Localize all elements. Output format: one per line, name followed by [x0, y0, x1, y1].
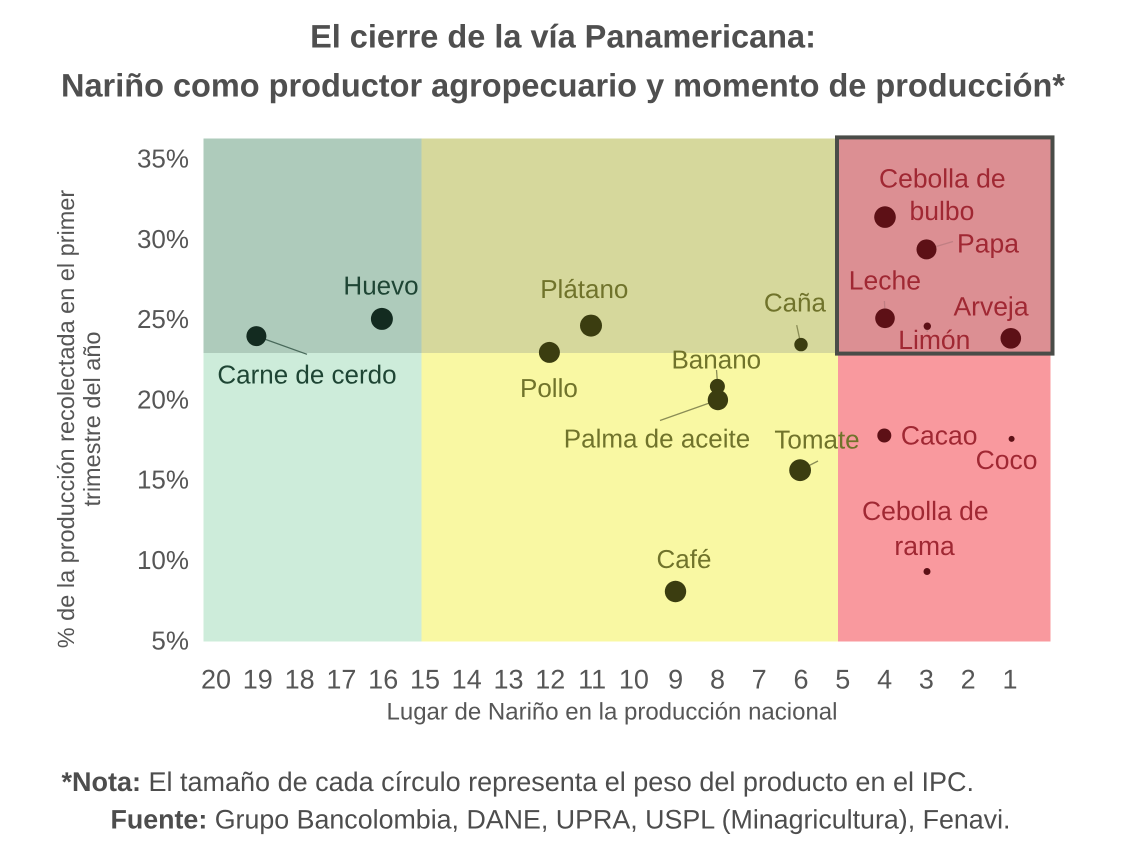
svg-text:20: 20	[201, 665, 231, 695]
svg-text:4: 4	[877, 665, 892, 695]
svg-text:15: 15	[410, 665, 440, 695]
svg-text:rama: rama	[894, 531, 955, 561]
svg-text:bulbo: bulbo	[909, 196, 974, 226]
svg-text:Cacao: Cacao	[901, 420, 978, 450]
svg-text:15%: 15%	[137, 465, 189, 495]
svg-text:trimestre del año: trimestre del año	[79, 331, 105, 506]
svg-text:Plátano: Plátano	[540, 274, 628, 304]
svg-text:20%: 20%	[137, 384, 189, 414]
svg-text:Limón: Limón	[898, 325, 970, 355]
svg-text:3: 3	[919, 665, 934, 695]
svg-text:Carne de cerdo: Carne de cerdo	[217, 359, 396, 389]
svg-text:Cebolla de: Cebolla de	[879, 164, 1006, 194]
svg-text:Banano: Banano	[671, 344, 761, 374]
svg-text:13: 13	[493, 665, 523, 695]
svg-text:2: 2	[961, 665, 976, 695]
svg-text:Papa: Papa	[957, 229, 1019, 259]
svg-text:Caña: Caña	[764, 288, 827, 318]
svg-text:Palma de aceite: Palma de aceite	[564, 424, 750, 454]
svg-text:30%: 30%	[137, 224, 189, 254]
svg-text:19: 19	[243, 665, 273, 695]
svg-text:17: 17	[326, 665, 356, 695]
svg-text:10%: 10%	[137, 545, 189, 575]
svg-text:10: 10	[619, 665, 649, 695]
svg-text:% de la producción recolectada: % de la producción recolectada en el pri…	[53, 190, 79, 649]
svg-text:5: 5	[835, 665, 850, 695]
svg-text:8: 8	[710, 665, 725, 695]
svg-text:Lugar de Nariño en la producci: Lugar de Nariño en la producción naciona…	[387, 699, 838, 726]
svg-text:11: 11	[578, 665, 606, 695]
svg-text:Leche: Leche	[849, 266, 921, 296]
svg-text:12: 12	[535, 665, 565, 695]
svg-text:Cebolla de: Cebolla de	[862, 496, 989, 526]
svg-text:6: 6	[793, 665, 808, 695]
svg-text:Pollo: Pollo	[520, 373, 578, 403]
svg-text:35%: 35%	[137, 144, 189, 174]
svg-text:18: 18	[285, 665, 315, 695]
svg-text:7: 7	[752, 665, 767, 695]
svg-text:5%: 5%	[151, 625, 189, 655]
svg-text:1: 1	[1002, 665, 1017, 695]
svg-text:25%: 25%	[137, 304, 189, 334]
svg-text:Tomate: Tomate	[774, 425, 859, 455]
svg-text:16: 16	[368, 665, 398, 695]
svg-text:Fuente: Grupo Bancolombia, DAN: Fuente: Grupo Bancolombia, DANE, UPRA, U…	[111, 805, 1011, 835]
svg-text:Nariño como productor agropecu: Nariño como productor agropecuario y mom…	[61, 68, 1065, 104]
svg-text:Huevo: Huevo	[343, 270, 418, 300]
svg-text:El cierre de la vía Panamerica: El cierre de la vía Panamericana:	[310, 19, 816, 55]
svg-text:*Nota: El tamaño de cada círcu: *Nota: El tamaño de cada círculo represe…	[62, 767, 975, 797]
svg-text:Coco: Coco	[976, 445, 1038, 475]
svg-text:9: 9	[668, 665, 683, 695]
svg-text:14: 14	[452, 665, 482, 695]
svg-text:Café: Café	[657, 544, 712, 574]
svg-text:Arveja: Arveja	[953, 291, 1028, 321]
